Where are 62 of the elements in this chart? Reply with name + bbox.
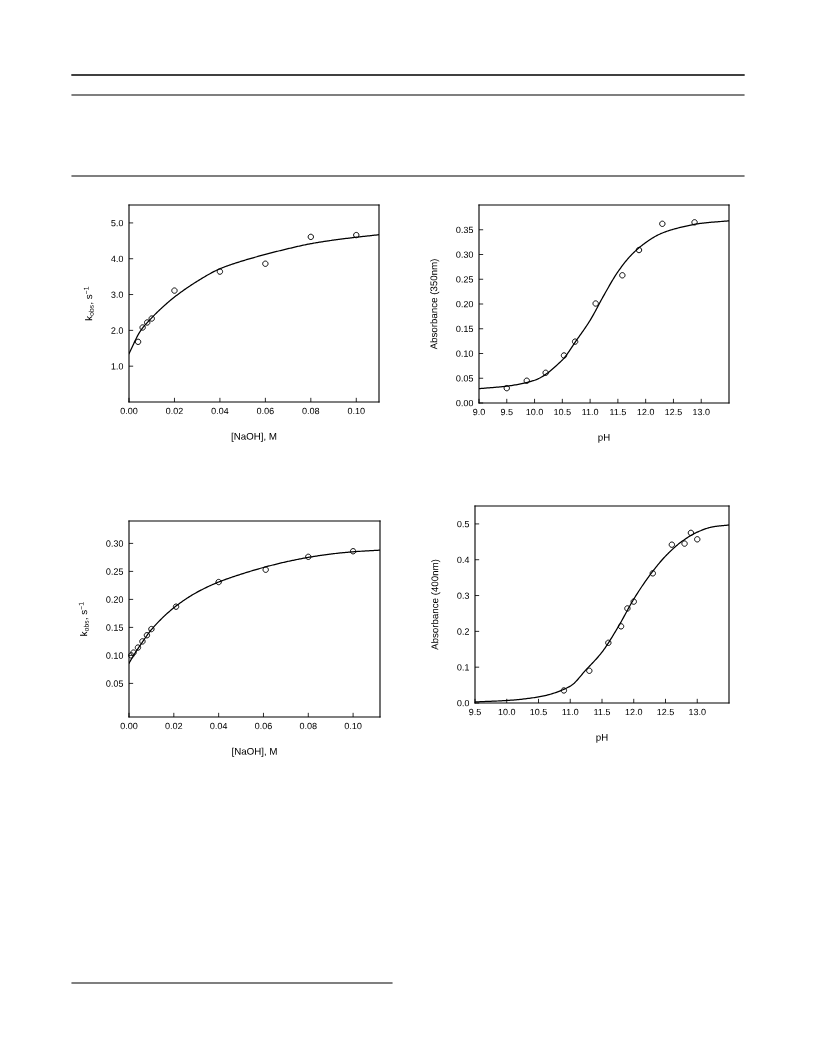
y-tick-label: 0.00	[456, 399, 474, 407]
y-tick-label: 0.30	[106, 540, 124, 547]
x-tick-label: 13.0	[693, 408, 710, 416]
x-tick-label: 10.5	[554, 408, 571, 416]
x-tick-label: 13.0	[689, 708, 706, 716]
y-tick-label: 0.05	[106, 680, 124, 687]
x-tick-label: 10.5	[530, 708, 547, 716]
x-axis-title: [NaOH], M	[232, 747, 277, 757]
x-tick-label: 11.5	[594, 708, 611, 716]
y-axis-title: Absorbance (350nm)	[430, 259, 440, 350]
x-tick-label: 9.0	[473, 408, 485, 416]
y-tick-label: 0.10	[456, 350, 474, 357]
x-tick-label: 9.5	[500, 408, 513, 416]
x-tick-label: 10.0	[526, 408, 543, 416]
x-tick-label: 0.04	[210, 722, 228, 730]
y-tick-label: 4.0	[111, 255, 124, 263]
x-tick-label: 0.00	[120, 407, 138, 415]
x-tick-label: 0.08	[302, 407, 320, 415]
x-axis-title: [NaOH], M	[231, 432, 277, 442]
y-tick-label: 0.25	[456, 276, 474, 283]
x-tick-label: 0.06	[255, 722, 272, 730]
x-tick-label: 11.0	[582, 408, 599, 416]
y-tick-label: 3.0	[111, 291, 124, 298]
y-tick-label: 5.0	[111, 219, 124, 227]
y-tick-label: 0.1	[457, 664, 470, 671]
x-tick-label: 0.08	[299, 722, 317, 730]
y-tick-label: 0.0	[457, 699, 470, 707]
x-tick-label: 9.5	[469, 708, 481, 716]
x-tick-label: 0.04	[211, 407, 229, 415]
y-axis-title: Absorbance (400nm)	[431, 559, 441, 650]
x-tick-label: 0.00	[120, 722, 138, 730]
y-tick-label: 0.20	[456, 300, 474, 308]
y-tick-label: 0.05	[456, 375, 474, 382]
x-tick-label: 11.5	[610, 408, 626, 416]
x-tick-label: 12.5	[665, 408, 682, 416]
y-tick-label: 0.2	[457, 628, 469, 635]
x-tick-label: 12.0	[625, 708, 643, 716]
x-tick-label: 11.0	[562, 708, 579, 716]
y-tick-label: 1.0	[111, 363, 124, 370]
x-axis-title: pH	[596, 733, 608, 743]
y-tick-label: 0.30	[456, 251, 474, 258]
y-tick-label: 0.35	[456, 226, 474, 234]
y-tick-label: 0.15	[456, 325, 474, 333]
y-tick-label: 0.15	[106, 624, 124, 631]
x-axis-title: pH	[598, 433, 610, 443]
y-tick-label: 0.3	[457, 592, 470, 599]
y-axis-title: k$_{obs}$, s$^{−1}$	[83, 286, 94, 321]
y-tick-label: 0.10	[106, 652, 124, 659]
y-axis-title: k$_{obs}$, s$^{−1}$	[78, 602, 89, 636]
x-tick-label: 0.06	[256, 407, 274, 415]
y-tick-label: 0.20	[106, 596, 124, 603]
x-tick-label: 0.02	[165, 722, 183, 730]
y-tick-label: 0.25	[106, 568, 124, 575]
x-tick-label: 0.02	[166, 407, 183, 415]
x-tick-label: 12.0	[637, 408, 655, 416]
y-tick-label: 0.5	[457, 520, 470, 528]
x-tick-label: 12.5	[657, 708, 674, 716]
y-tick-label: 0.4	[457, 556, 470, 564]
x-tick-label: 0.10	[347, 407, 365, 415]
x-tick-label: 10.0	[498, 708, 516, 716]
x-tick-label: 0.10	[344, 722, 362, 730]
y-tick-label: 2.0	[111, 327, 124, 334]
